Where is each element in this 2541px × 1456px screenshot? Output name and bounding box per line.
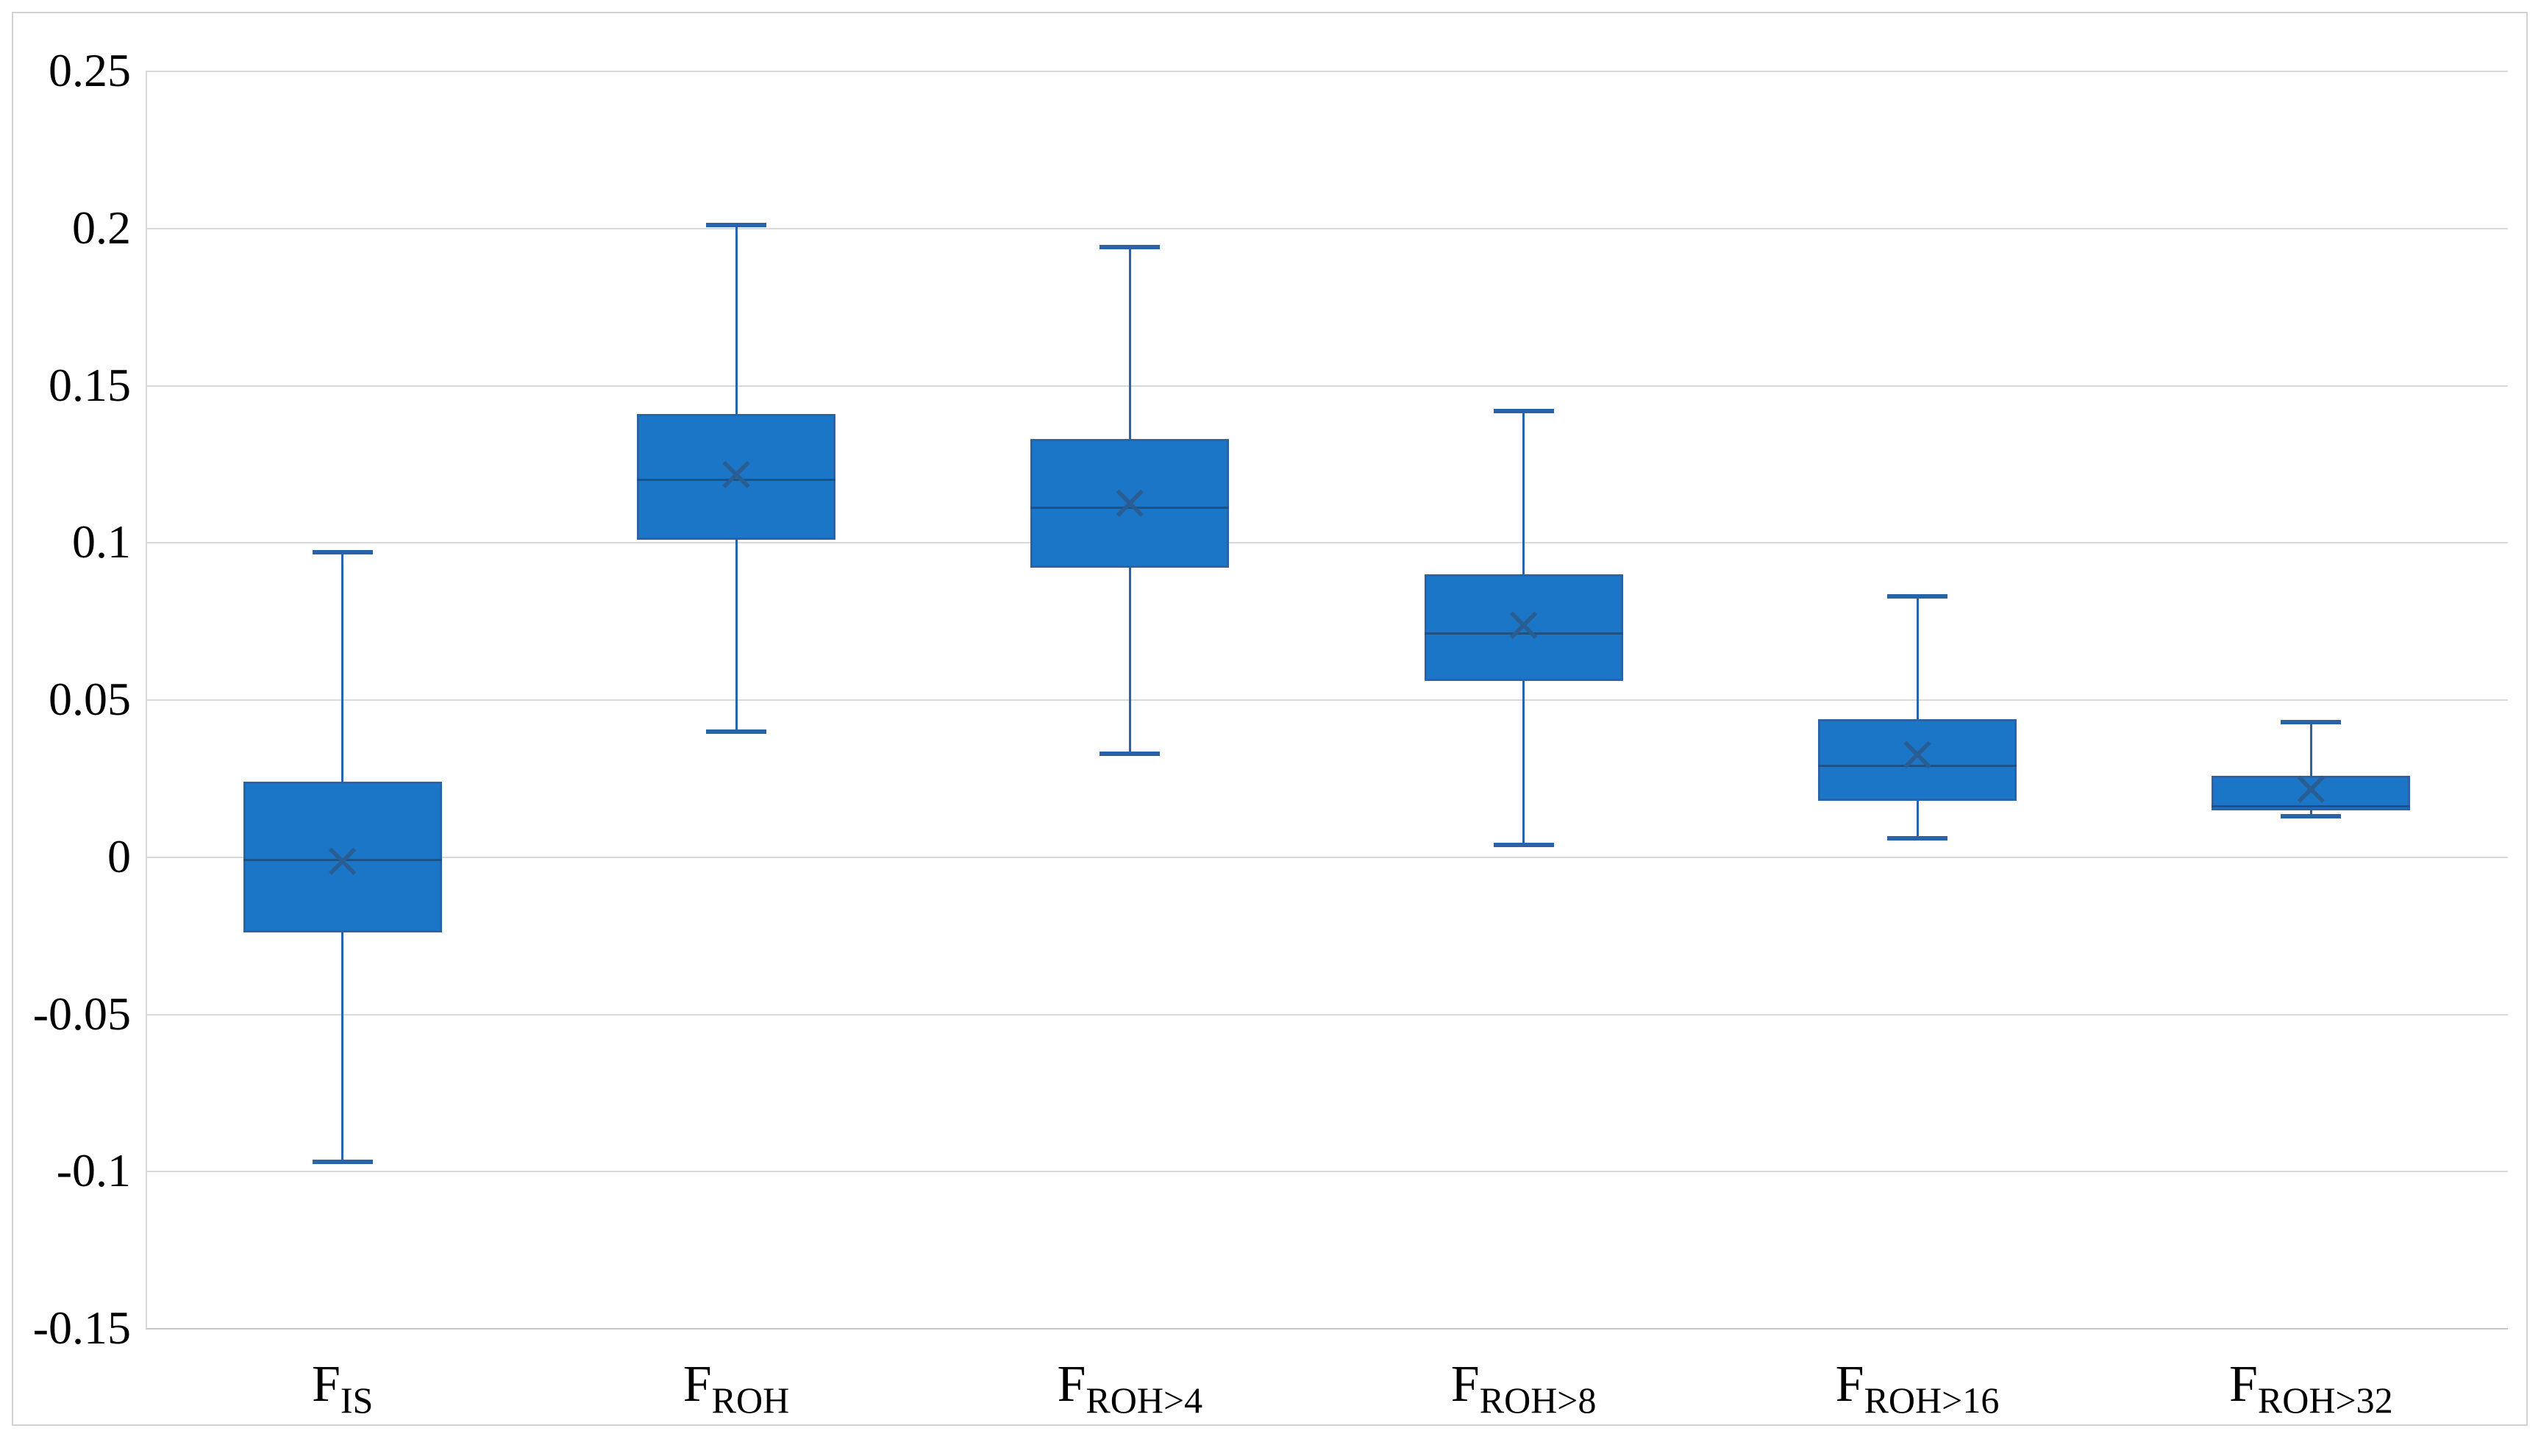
upper-whisker-cap bbox=[312, 550, 373, 555]
mean-marker-icon: × bbox=[1897, 724, 1938, 782]
x-category-label: FROH bbox=[545, 1356, 927, 1421]
y-tick-label: -0.15 bbox=[32, 1302, 131, 1354]
x-category-label-subscript: ROH>16 bbox=[1864, 1380, 2000, 1421]
upper-whisker-line bbox=[2309, 721, 2312, 776]
y-tick-label: 0 bbox=[107, 829, 131, 882]
upper-whisker-cap bbox=[1493, 408, 1554, 413]
gridline bbox=[146, 856, 2508, 858]
x-category-label-base: F bbox=[1450, 1356, 1480, 1413]
box-rect[interactable] bbox=[1030, 439, 1230, 568]
lower-whisker-line bbox=[341, 932, 344, 1163]
x-category-label-base: F bbox=[1057, 1356, 1086, 1413]
lower-whisker-cap bbox=[1493, 842, 1554, 847]
mean-marker-icon: × bbox=[322, 832, 363, 889]
mean-marker-icon: × bbox=[1109, 473, 1150, 530]
y-axis-line bbox=[146, 71, 147, 1329]
lower-whisker-cap bbox=[706, 729, 766, 734]
box-rect[interactable] bbox=[243, 782, 442, 933]
median-line bbox=[243, 859, 442, 862]
upper-whisker-cap bbox=[1100, 245, 1161, 250]
gridline bbox=[146, 542, 2508, 544]
x-category-label-base: F bbox=[311, 1356, 341, 1413]
x-category-label: FROH>8 bbox=[1333, 1356, 1715, 1421]
x-category-label-subscript: ROH>32 bbox=[2257, 1380, 2393, 1421]
x-category-label-subscript: IS bbox=[340, 1380, 374, 1421]
lower-whisker-cap bbox=[312, 1160, 373, 1165]
gridline bbox=[146, 1013, 2508, 1016]
x-category-label-subscript: ROH>4 bbox=[1086, 1380, 1203, 1421]
x-category-label-base: F bbox=[683, 1356, 712, 1413]
lower-whisker-cap bbox=[2281, 814, 2342, 819]
upper-whisker-line bbox=[1522, 410, 1525, 574]
median-line bbox=[637, 478, 835, 481]
lower-whisker-line bbox=[1916, 800, 1919, 839]
x-category-label: FIS bbox=[152, 1356, 534, 1421]
lower-whisker-line bbox=[1128, 568, 1131, 754]
figure-border bbox=[12, 12, 2528, 1426]
upper-whisker-line bbox=[1916, 596, 1919, 719]
x-category-label-base: F bbox=[2228, 1356, 2258, 1413]
lower-whisker-line bbox=[1522, 681, 1525, 845]
y-tick-label: -0.1 bbox=[56, 1144, 131, 1197]
x-category-label-subscript: ROH bbox=[711, 1380, 790, 1421]
upper-whisker-cap bbox=[2281, 719, 2342, 724]
box-rect[interactable] bbox=[637, 413, 835, 540]
box-rect[interactable] bbox=[1818, 718, 2017, 801]
y-tick-label: 0.05 bbox=[49, 673, 131, 725]
x-axis-line bbox=[146, 1328, 2508, 1330]
upper-whisker-cap bbox=[706, 223, 766, 228]
y-tick-label: 0.15 bbox=[49, 358, 131, 411]
lower-whisker-cap bbox=[1100, 751, 1161, 756]
x-category-label: FROH>32 bbox=[2120, 1356, 2502, 1421]
gridline bbox=[146, 385, 2508, 387]
upper-whisker-line bbox=[1128, 247, 1131, 440]
mean-marker-icon: × bbox=[716, 445, 757, 502]
y-tick-label: 0.25 bbox=[49, 44, 131, 96]
upper-whisker-line bbox=[735, 225, 738, 414]
x-category-label-base: F bbox=[1835, 1356, 1864, 1413]
x-category-label-subscript: ROH>8 bbox=[1479, 1380, 1597, 1421]
lower-whisker-line bbox=[2309, 810, 2312, 817]
median-line bbox=[1818, 764, 2017, 767]
upper-whisker-cap bbox=[1887, 593, 1947, 599]
gridline bbox=[146, 71, 2508, 72]
upper-whisker-line bbox=[341, 552, 344, 782]
gridline bbox=[146, 227, 2508, 229]
lower-whisker-line bbox=[735, 539, 738, 732]
y-tick-label: -0.05 bbox=[32, 987, 131, 1040]
mean-marker-icon: × bbox=[2290, 759, 2331, 816]
y-tick-label: 0.1 bbox=[72, 515, 131, 568]
median-line bbox=[2212, 805, 2411, 808]
mean-marker-icon: × bbox=[1503, 596, 1544, 653]
median-line bbox=[1030, 507, 1230, 510]
y-tick-label: 0.2 bbox=[72, 201, 131, 254]
median-line bbox=[1424, 632, 1623, 635]
x-category-label: FROH>16 bbox=[1726, 1356, 2109, 1421]
lower-whisker-cap bbox=[1887, 836, 1947, 841]
x-category-label: FROH>4 bbox=[938, 1356, 1321, 1421]
box-rect[interactable] bbox=[1424, 574, 1623, 682]
gridline bbox=[146, 1171, 2508, 1173]
box-rect[interactable] bbox=[2212, 775, 2411, 810]
gridline bbox=[146, 699, 2508, 701]
